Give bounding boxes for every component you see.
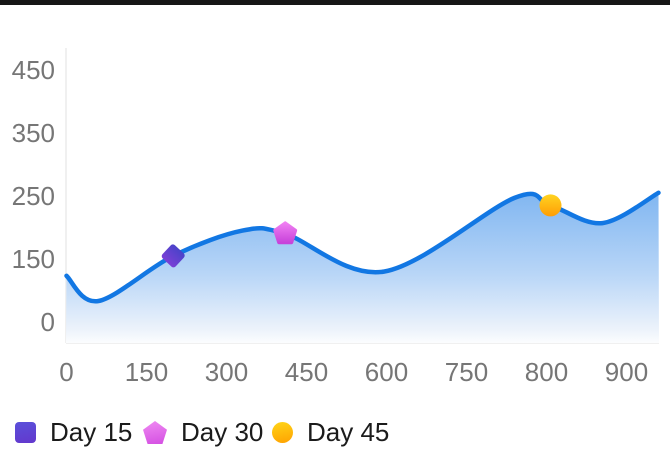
trend-line: [64, 190, 661, 304]
area-fill: [66, 192, 659, 343]
day-45-circle-icon: [272, 422, 293, 443]
x-tick-label: 600: [364, 357, 409, 387]
y-tick-label: 0: [40, 307, 55, 337]
legend-label-day-15: Day 15: [50, 417, 133, 447]
marker-day-15[interactable]: [160, 243, 185, 268]
day-30-pentagon-icon: [143, 421, 167, 444]
day-15-square-icon: [15, 422, 36, 443]
legend-label-day-30: Day 30: [181, 417, 264, 447]
marker-day-30[interactable]: [273, 221, 298, 245]
legend-item-day-45: Day 45: [272, 419, 389, 446]
x-tick-label: 0: [59, 357, 74, 387]
legend-item-day-15: Day 15: [15, 419, 132, 446]
window-top-bar: [0, 0, 670, 5]
x-tick-label: 900: [604, 357, 649, 387]
x-tick-label: 450: [284, 357, 329, 387]
x-tick-label: 150: [124, 357, 169, 387]
x-tick-label: 800: [524, 357, 569, 387]
y-tick-label: 450: [11, 55, 55, 85]
x-tick-label: 750: [444, 357, 489, 387]
x-tick-label: 300: [204, 357, 249, 387]
y-tick-label: 250: [11, 181, 55, 211]
y-tick-label: 350: [11, 118, 55, 148]
marker-day-45[interactable]: [539, 194, 562, 217]
y-tick-label: 150: [11, 244, 55, 274]
legend-label-day-45: Day 45: [307, 417, 390, 447]
legend: Day 15 Day 30 Day 45: [0, 419, 670, 447]
legend-item-day-30: Day 30: [143, 419, 263, 446]
